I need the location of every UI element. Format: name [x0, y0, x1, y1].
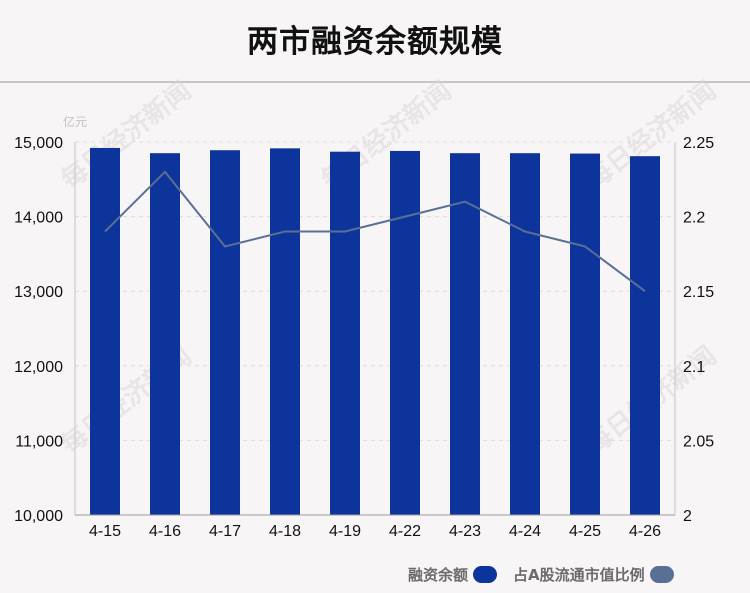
x-tick-label: 4-18 [269, 523, 301, 540]
x-tick-label: 4-22 [389, 523, 421, 540]
bar [330, 151, 360, 515]
bar [210, 150, 240, 515]
bar [390, 150, 420, 515]
x-tick-label: 4-15 [89, 523, 121, 540]
right-tick-label: 2.15 [683, 284, 714, 301]
legend-swatch-balance [473, 565, 498, 583]
bar [510, 153, 540, 515]
x-tick-label: 4-19 [329, 523, 361, 540]
right-tick-label: 2.25 [683, 135, 714, 152]
legend-item-ratio: 占A股流通市值比例 [513, 564, 674, 585]
bar [90, 147, 120, 515]
legend: 融资余额 占A股流通市值比例 [408, 562, 674, 586]
legend-label-ratio: 占A股流通市值比例 [513, 565, 645, 584]
left-tick-label: 10,000 [14, 508, 63, 525]
x-tick-label: 4-26 [629, 523, 661, 540]
bar [450, 153, 480, 515]
left-tick-label: 13,000 [14, 284, 63, 301]
bar [270, 148, 300, 515]
left-tick-label: 11,000 [15, 433, 63, 450]
x-tick-label: 4-24 [509, 523, 541, 540]
bar [570, 153, 600, 516]
legend-item-balance: 融资余额 [408, 564, 498, 585]
bar [150, 153, 180, 515]
x-tick-label: 4-16 [149, 523, 181, 540]
left-tick-label: 12,000 [14, 359, 63, 376]
chart-title: 两市融资余额规模 [247, 24, 503, 60]
right-tick-label: 2.05 [683, 433, 714, 450]
right-tick-label: 2.1 [683, 359, 705, 376]
legend-swatch-ratio [649, 565, 674, 583]
right-tick-label: 2 [683, 508, 692, 525]
legend-label-balance: 融资余额 [408, 565, 469, 584]
title-divider [0, 81, 750, 83]
ratio-line [104, 170, 646, 293]
right-tick-label: 2.2 [683, 210, 705, 227]
x-tick-label: 4-17 [209, 523, 241, 540]
x-tick-label: 4-23 [449, 523, 481, 540]
x-tick-label: 4-25 [569, 523, 601, 540]
bar [630, 156, 660, 515]
left-tick-label: 15,000 [14, 135, 63, 152]
left-tick-label: 14,000 [14, 210, 63, 227]
left-axis-unit: 亿元 [63, 114, 87, 129]
